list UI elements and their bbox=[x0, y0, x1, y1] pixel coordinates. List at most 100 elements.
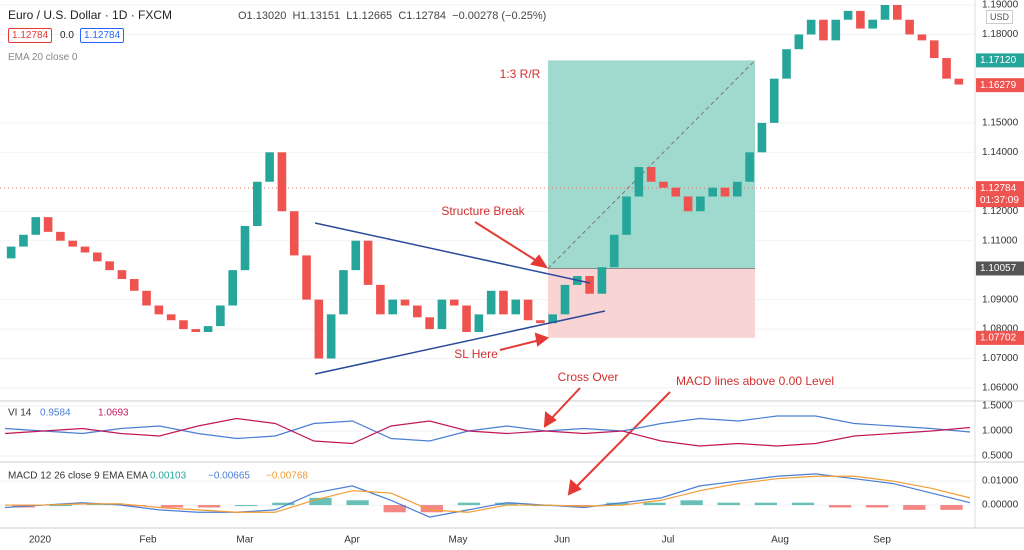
annotation: Cross Over bbox=[558, 370, 619, 384]
candle bbox=[117, 270, 127, 279]
y-tick-label: 1.14000 bbox=[982, 147, 1019, 158]
candle bbox=[560, 284, 570, 315]
candle bbox=[314, 299, 324, 359]
y-tick-label: 1.19000 bbox=[982, 0, 1019, 11]
candle bbox=[19, 234, 28, 247]
annotation: MACD lines above 0.00 Level bbox=[676, 374, 834, 388]
histogram-bar bbox=[754, 502, 777, 506]
legend-value: −0.00665 bbox=[208, 471, 250, 482]
indicators bbox=[4, 415, 971, 518]
candle bbox=[683, 196, 693, 212]
position-tool bbox=[0, 60, 975, 338]
candle bbox=[782, 49, 791, 79]
histogram-bar bbox=[198, 505, 221, 508]
candle bbox=[376, 284, 385, 315]
legend-value: 1.0693 bbox=[98, 408, 129, 419]
x-tick-label: Aug bbox=[771, 535, 789, 546]
candle bbox=[880, 5, 890, 20]
y-tick-label: 0.00000 bbox=[982, 500, 1019, 511]
candle bbox=[954, 78, 964, 85]
legend-value: 0.00103 bbox=[150, 471, 187, 482]
histogram-bar bbox=[420, 505, 443, 513]
y-tick-label: 0.01000 bbox=[982, 476, 1019, 487]
ohlc: C1.12784 bbox=[398, 10, 447, 22]
candle bbox=[129, 278, 139, 291]
grid bbox=[0, 4, 975, 506]
histogram-bar bbox=[791, 502, 815, 506]
candle bbox=[917, 34, 927, 41]
histogram-bar bbox=[309, 497, 332, 506]
annotation: SL Here bbox=[454, 347, 498, 361]
histogram-bar bbox=[494, 502, 518, 506]
candle bbox=[413, 305, 422, 318]
candle bbox=[240, 225, 250, 271]
price-label: 1.16279 bbox=[980, 80, 1017, 91]
candle bbox=[166, 314, 176, 321]
candle bbox=[289, 211, 299, 256]
candle bbox=[868, 19, 877, 29]
candle bbox=[486, 290, 496, 315]
stop-zone bbox=[548, 268, 755, 338]
price-box bbox=[976, 78, 1024, 93]
candle bbox=[597, 267, 607, 294]
candle bbox=[622, 196, 631, 235]
y-tick-label: 1.11000 bbox=[982, 235, 1018, 246]
candle bbox=[253, 181, 262, 226]
histogram-bar bbox=[903, 505, 926, 510]
currency[interactable]: USD bbox=[986, 10, 1014, 24]
y-tick-label: 1.5000 bbox=[982, 401, 1013, 412]
candle bbox=[93, 252, 102, 262]
candle bbox=[806, 19, 816, 35]
candle bbox=[696, 196, 705, 212]
candle bbox=[363, 240, 373, 285]
legend-value: 0.9584 bbox=[40, 408, 71, 419]
indicator-line bbox=[4, 417, 971, 447]
indicator-line bbox=[4, 415, 971, 442]
y-tick-label: 1.09000 bbox=[982, 294, 1019, 305]
candle bbox=[43, 217, 53, 232]
y-tick-label: 1.0000 bbox=[982, 426, 1013, 437]
candle bbox=[388, 299, 397, 315]
candle bbox=[203, 326, 213, 333]
candle bbox=[437, 299, 447, 330]
indicator-line bbox=[5, 475, 971, 513]
y-tick-label: 1.08000 bbox=[982, 324, 1019, 335]
arrows bbox=[474, 221, 671, 496]
candle bbox=[449, 299, 459, 306]
histogram-bar bbox=[866, 505, 889, 508]
ohlc: O1.13020 bbox=[238, 10, 287, 22]
candle bbox=[277, 152, 287, 212]
candle bbox=[733, 181, 742, 197]
price-label: 1.17120 bbox=[980, 55, 1017, 66]
ohlc: H1.13151 bbox=[292, 10, 341, 22]
candle bbox=[56, 231, 65, 241]
price-box bbox=[976, 330, 1024, 345]
candle bbox=[769, 78, 779, 123]
candle bbox=[831, 19, 841, 41]
candle bbox=[142, 290, 151, 306]
histogram-bar bbox=[160, 505, 184, 508]
candle bbox=[720, 187, 730, 197]
countdown: 01:37:09 bbox=[980, 195, 1019, 206]
ask[interactable]: 1.12784 bbox=[80, 28, 125, 43]
labels: 1.19000 1.18000 1.15000 1.14000 1.12000 1.110… bbox=[8, 0, 1024, 546]
histogram-bar bbox=[457, 502, 481, 506]
candle bbox=[326, 314, 336, 359]
candle bbox=[671, 187, 681, 197]
candle bbox=[757, 122, 767, 153]
bid[interactable]: 1.12784 bbox=[8, 28, 53, 43]
x-tick-label: May bbox=[449, 535, 468, 546]
candle bbox=[80, 246, 90, 253]
symbol[interactable]: Euro / U.S. Dollar · 1D · FXCM bbox=[8, 8, 173, 22]
y-tick-label: 1.12000 bbox=[982, 206, 1019, 217]
candle bbox=[523, 299, 533, 321]
indicator-line bbox=[4, 473, 971, 518]
annotation: 1:3 R/R bbox=[500, 67, 541, 81]
annotation: Structure Break bbox=[441, 204, 525, 218]
candle bbox=[425, 317, 434, 330]
histogram-bar bbox=[643, 502, 666, 506]
price-box bbox=[976, 261, 1024, 276]
spread: 0.0 bbox=[60, 30, 74, 41]
